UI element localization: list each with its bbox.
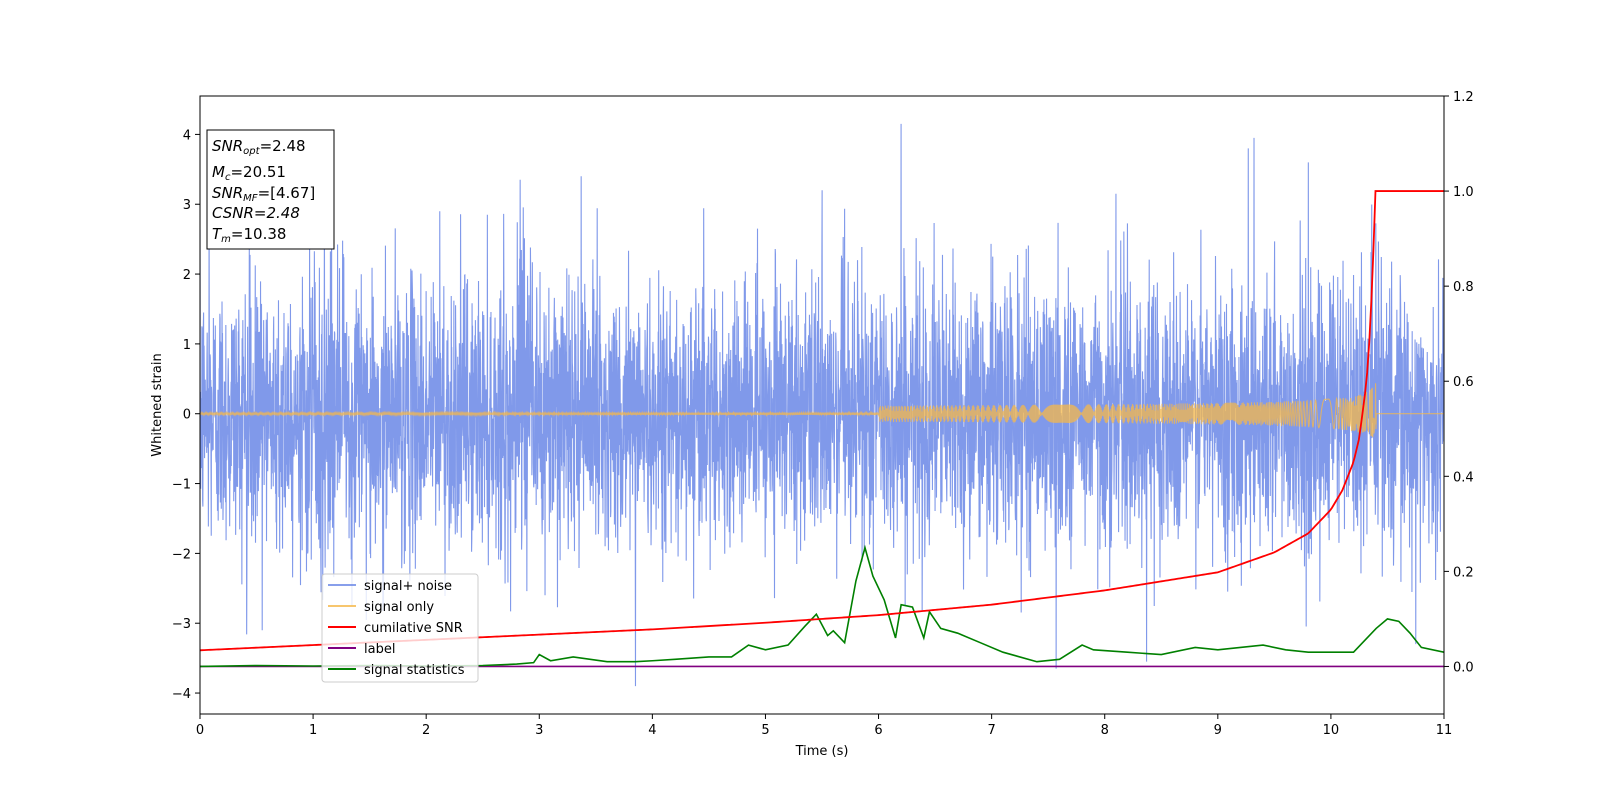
svg-text:cumilative SNR: cumilative SNR [364,621,463,636]
yl-tick-label-3: −1 [172,478,191,493]
yl-tick-label-4: 0 [183,408,191,423]
x-tick-label-4: 4 [648,723,656,738]
legend-item-label: label [328,642,395,657]
x-tick-label-8: 8 [1101,723,1109,738]
x-tick-label-10: 10 [1323,723,1340,738]
yl-tick-label-5: 1 [183,338,191,353]
yr-tick-label-6: 1.2 [1453,90,1474,105]
yl-tick-label-1: −3 [172,617,191,632]
yr-tick-label-4: 0.8 [1453,280,1474,295]
x-tick-label-5: 5 [761,723,769,738]
yr-tick-label-1: 0.2 [1453,565,1474,580]
info-tm: Tm=10.38 [212,225,286,245]
yr-tick-label-2: 0.4 [1453,470,1474,485]
legend-item-cumulative-snr: cumilative SNR [328,621,463,636]
legend-item-signal-statistics: signal statistics [328,663,465,678]
info-mc: Mc=20.51 [212,163,286,183]
info-snr-opt: SNRopt=2.48 [212,137,306,157]
x-tick-label-2: 2 [422,723,430,738]
legend-item-signal-noise: signal+ noise [328,579,452,594]
x-tick-label-1: 1 [309,723,317,738]
series-signal-only [200,383,1444,438]
svg-text:label: label [364,642,395,657]
info-snr-mf: SNRMF=[4.67] [212,184,315,204]
yl-tick-label-6: 2 [183,268,191,283]
y-axis-left: −4 −3 −2 −1 0 1 2 3 4 [172,128,200,702]
x-tick-label-6: 6 [874,723,882,738]
yr-tick-label-3: 0.6 [1453,375,1474,390]
yl-tick-label-8: 4 [183,128,191,143]
yl-tick-label-7: 3 [183,198,191,213]
svg-text:signal statistics: signal statistics [364,663,465,678]
yr-tick-label-0: 0.0 [1453,660,1474,675]
yl-tick-label-2: −2 [172,547,191,562]
svg-text:signal+ noise: signal+ noise [364,579,452,594]
x-tick-label-9: 9 [1214,723,1222,738]
x-axis-label: Time (s) [795,744,849,759]
y-axis-label: Whitened strain [150,353,165,456]
plot-frame [199,95,1445,715]
legend-item-signal-only: signal only [328,600,434,615]
info-box: SNRopt=2.48 Mc=20.51 SNRMF=[4.67] CSNR=2… [206,129,335,250]
info-csnr: CSNR=2.48 [212,204,300,222]
yr-tick-label-5: 1.0 [1453,185,1474,200]
x-tick-label-0: 0 [196,723,204,738]
svg-text:signal only: signal only [364,600,434,615]
x-tick-label-7: 7 [987,723,995,738]
x-tick-label-11: 11 [1436,723,1453,738]
y-axis-right: 0.0 0.2 0.4 0.6 0.8 1.0 1.2 [1444,90,1474,675]
x-tick-label-3: 3 [535,723,543,738]
series-signal-noise [200,123,1444,687]
yl-tick-label-0: −4 [172,687,191,702]
x-axis: 0 1 2 3 4 5 6 7 8 9 10 11 [196,714,1452,738]
legend: signal+ noise signal only cumilative SNR… [321,573,479,683]
series-signal-statistics [200,544,1444,668]
